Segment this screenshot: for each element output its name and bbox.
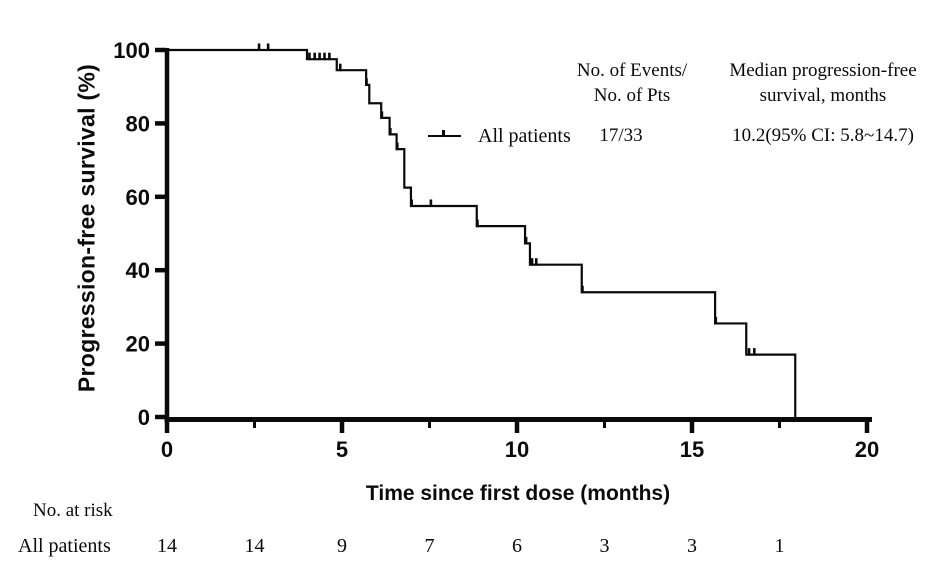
y-tick-label: 40 (126, 258, 150, 283)
x-tick-label: 0 (161, 437, 173, 462)
legend-median-value: 10.2(95% CI: 5.8~14.7) (732, 125, 914, 146)
at-risk-value: 6 (512, 535, 522, 557)
legend-header-median-line2: survival, months (759, 85, 887, 106)
x-tick-label: 20 (855, 437, 879, 462)
at-risk-value: 3 (687, 535, 697, 557)
at-risk-value: 9 (337, 535, 347, 557)
y-tick-label: 60 (126, 185, 150, 210)
at-risk-value: 7 (424, 535, 435, 557)
at-risk-row-label: All patients (18, 535, 111, 557)
y-tick-label: 80 (126, 111, 150, 136)
y-axis-title: Progression-free survival (%) (73, 63, 100, 393)
legend-censor-line-icon (428, 130, 461, 137)
legend-header-events-line1: No. of Events/ (576, 60, 688, 81)
at-risk-value: 3 (599, 535, 610, 557)
legend-header-events-line2: No. of Pts (593, 85, 671, 106)
legend-header-median: Median progression-free survival, months (729, 58, 916, 108)
x-tick-label: 10 (505, 437, 529, 462)
km-curve (167, 48, 797, 417)
y-tick-label: 20 (126, 332, 150, 357)
at-risk-heading: No. at risk (33, 500, 113, 521)
x-axis-title: Time since first dose (months) (365, 482, 671, 505)
at-risk-value: 14 (244, 535, 265, 557)
at-risk-value: 14 (157, 535, 177, 557)
legend-series-label: All patients (478, 125, 571, 147)
legend-header-median-line1: Median progression-free (729, 60, 917, 81)
y-tick-label: 100 (113, 38, 150, 63)
legend-censor-tick-icon (442, 130, 445, 137)
x-tick-label: 15 (680, 437, 704, 462)
legend-events-value: 17/33 (599, 125, 643, 146)
at-risk-value: 1 (774, 535, 785, 557)
legend-header-events: No. of Events/ No. of Pts (577, 58, 687, 108)
x-tick-label: 5 (336, 437, 348, 462)
y-tick-label: 0 (138, 405, 150, 430)
